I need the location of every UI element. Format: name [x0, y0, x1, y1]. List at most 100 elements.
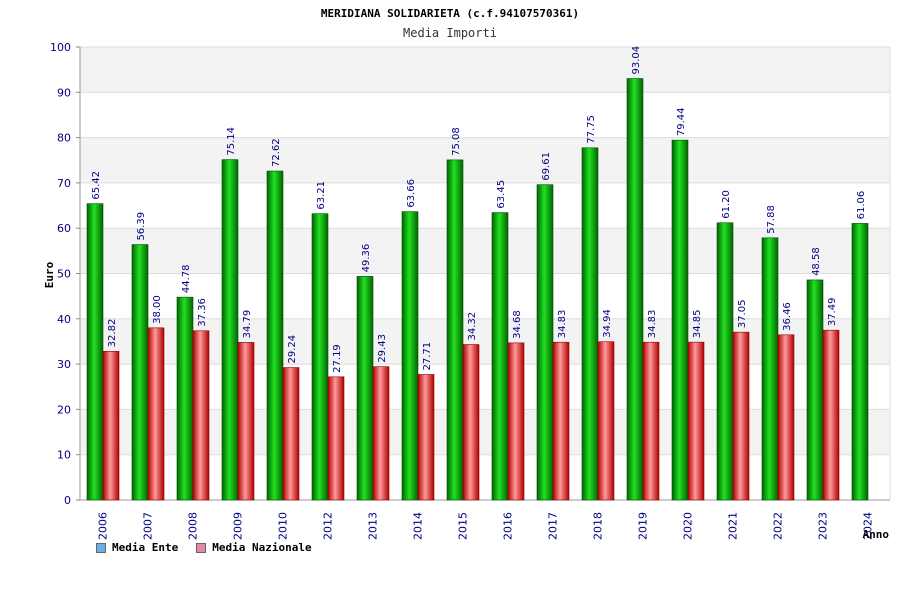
y-tick-label: 70	[57, 177, 71, 190]
bar-media-ente	[446, 159, 464, 501]
bar-media-nazionale	[237, 342, 255, 501]
data-label: 34.83	[557, 310, 568, 339]
bar-media-ente	[581, 147, 599, 501]
y-axis-label: Euro	[43, 261, 56, 288]
bar-media-nazionale	[417, 374, 435, 501]
legend-label-media-ente: Media Ente	[112, 541, 179, 554]
legend-swatch-media-ente	[96, 542, 106, 553]
x-tick-label: 2017	[547, 512, 560, 540]
bar-media-ente	[536, 184, 554, 501]
y-tick-label: 20	[57, 403, 71, 416]
x-tick-label: 2018	[592, 512, 605, 540]
bar-media-ente	[716, 222, 734, 501]
data-label: 63.21	[316, 181, 327, 210]
data-label: 29.24	[287, 335, 298, 364]
data-label: 93.04	[631, 46, 642, 75]
bar-media-nazionale	[687, 341, 705, 501]
data-label: 34.68	[512, 310, 523, 339]
x-tick-label: 2022	[772, 512, 785, 540]
data-label: 72.62	[271, 138, 282, 167]
data-label: 36.46	[782, 302, 793, 331]
bar-media-nazionale	[642, 341, 660, 501]
data-label: 63.45	[496, 180, 507, 209]
data-label: 61.06	[856, 191, 867, 220]
bar-media-nazionale	[552, 341, 570, 501]
legend-swatch-media-nazionale	[196, 542, 207, 553]
x-tick-label: 2013	[367, 512, 380, 540]
y-tick-label: 40	[57, 313, 71, 326]
x-tick-label: 2014	[412, 512, 425, 540]
grid-band	[80, 318, 890, 365]
bar-media-nazionale	[282, 367, 300, 501]
bar-media-nazionale	[777, 334, 795, 501]
x-tick-label: 2021	[727, 512, 740, 540]
chart-subtitle: Media Importi	[403, 26, 497, 40]
bar-media-ente	[491, 212, 509, 501]
data-label: 37.36	[197, 298, 208, 327]
y-tick-label: 90	[57, 86, 71, 99]
x-tick-label: 2010	[277, 512, 290, 540]
bar-media-ente	[311, 213, 329, 501]
y-tick-label: 60	[57, 222, 71, 235]
y-tick-label: 0	[64, 494, 71, 507]
y-tick-label: 100	[50, 41, 71, 54]
bar-media-nazionale	[102, 351, 120, 501]
x-tick-label: 2009	[232, 512, 245, 540]
bar-media-ente	[851, 223, 869, 501]
data-label: 63.66	[406, 179, 417, 208]
bar-media-ente	[401, 211, 419, 501]
data-label: 27.71	[422, 342, 433, 371]
bar-media-ente	[86, 203, 104, 501]
data-label: 49.36	[361, 244, 372, 273]
x-tick-label: 2015	[457, 512, 470, 540]
data-label: 69.61	[541, 152, 552, 181]
grid-band	[80, 454, 890, 500]
bar-media-nazionale	[597, 341, 615, 501]
bar-media-ente	[221, 159, 239, 501]
data-label: 56.39	[136, 212, 147, 241]
bar-media-nazionale	[147, 327, 165, 501]
x-tick-label: 2012	[322, 512, 335, 540]
x-tick-label: 2008	[187, 512, 200, 540]
y-tick-label: 30	[57, 358, 71, 371]
data-label: 29.43	[377, 334, 388, 363]
x-tick-label: 2023	[817, 512, 830, 540]
y-tick-label: 80	[57, 132, 71, 145]
grid-band	[80, 137, 890, 183]
grid-band	[80, 228, 890, 274]
data-label: 34.79	[242, 310, 253, 339]
data-label: 44.78	[181, 265, 192, 294]
x-tick-label: 2016	[502, 512, 515, 540]
data-label: 27.19	[332, 344, 343, 373]
x-tick-label: 2006	[97, 512, 110, 540]
bar-media-ente	[671, 139, 689, 501]
x-axis-label: Anno	[863, 528, 890, 541]
legend-item-media-nazionale: Media Nazionale	[196, 541, 312, 554]
grid-band	[80, 409, 890, 455]
bar-media-nazionale	[327, 376, 345, 501]
grid-band	[80, 92, 890, 138]
x-tick-label: 2007	[142, 512, 155, 540]
data-label: 48.58	[811, 247, 822, 276]
data-label: 34.32	[467, 312, 478, 341]
bar-media-nazionale	[507, 342, 525, 501]
legend: Media Ente Media Nazionale	[96, 541, 312, 554]
data-label: 77.75	[586, 115, 597, 144]
bar-media-ente	[356, 276, 374, 501]
x-tick-label: 2020	[682, 512, 695, 540]
y-tick-label: 10	[57, 449, 71, 462]
data-label: 75.14	[226, 127, 237, 156]
data-label: 79.44	[676, 107, 687, 136]
grid-band	[80, 364, 890, 410]
y-tick-label: 50	[57, 268, 71, 281]
data-label: 34.94	[602, 309, 613, 338]
data-label: 38.00	[152, 295, 163, 324]
data-label: 75.08	[451, 127, 462, 156]
bar-media-ente	[806, 279, 824, 501]
data-label: 65.42	[91, 171, 102, 200]
data-label: 32.82	[107, 319, 118, 348]
bar-media-nazionale	[732, 331, 750, 501]
legend-label-media-nazionale: Media Nazionale	[212, 541, 312, 554]
x-tick-label: 2019	[637, 512, 650, 540]
